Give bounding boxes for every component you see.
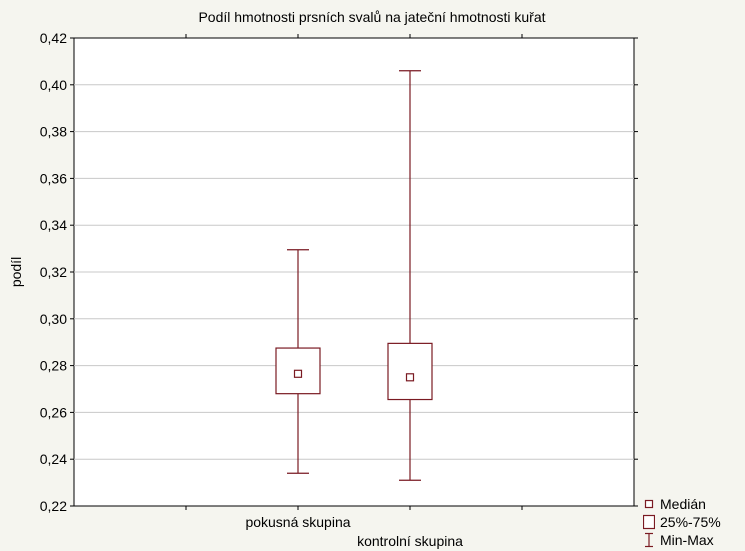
y-tick-label: 0,30 — [40, 311, 67, 327]
y-tick-label: 0,42 — [40, 30, 67, 46]
grid-lines — [74, 84, 634, 460]
y-tick-label: 0,32 — [40, 264, 67, 280]
legend-label-box: 25%-75% — [660, 514, 721, 530]
x-category-label-kontrolni: kontrolní skupina — [357, 533, 463, 549]
box-group-kontrolni — [387, 70, 433, 481]
legend-item-whisker: Min-Max — [643, 531, 743, 549]
median-marker — [405, 373, 415, 382]
box-group-pokusna — [275, 249, 321, 474]
x-category-label-pokusna: pokusná skupina — [245, 514, 350, 530]
box-marker-icon — [643, 514, 655, 530]
median-marker-icon — [643, 496, 655, 512]
chart-title: Podíl hmotnosti prsních svalů na jateční… — [198, 9, 545, 25]
y-tick-label: 0,40 — [40, 77, 67, 93]
x-axis-ticks — [185, 34, 523, 510]
legend-item-box: 25%-75% — [643, 513, 743, 531]
y-tick-label: 0,26 — [40, 404, 67, 420]
box-series — [275, 70, 433, 481]
y-axis-label: podíl — [8, 257, 24, 287]
y-tick-label: 0,24 — [40, 451, 67, 467]
median-marker — [293, 369, 303, 378]
y-tick-label: 0,28 — [40, 358, 67, 374]
whisker-marker-icon — [643, 532, 655, 548]
y-tick-label: 0,36 — [40, 170, 67, 186]
y-axis-ticks: 0,22 0,24 0,26 0,28 0,30 0,32 0,34 0,36 0,38 0,40… — [40, 30, 638, 514]
iqr-box — [387, 342, 433, 401]
legend-label-median: Medián — [660, 496, 706, 512]
y-tick-label: 0,34 — [40, 217, 67, 233]
legend-item-median: Medián — [643, 495, 743, 513]
legend: Medián 25%-75% Min-Max — [643, 495, 743, 549]
y-tick-label: 0,38 — [40, 124, 67, 140]
legend-label-whisker: Min-Max — [660, 532, 714, 548]
y-tick-label: 0,22 — [40, 498, 67, 514]
